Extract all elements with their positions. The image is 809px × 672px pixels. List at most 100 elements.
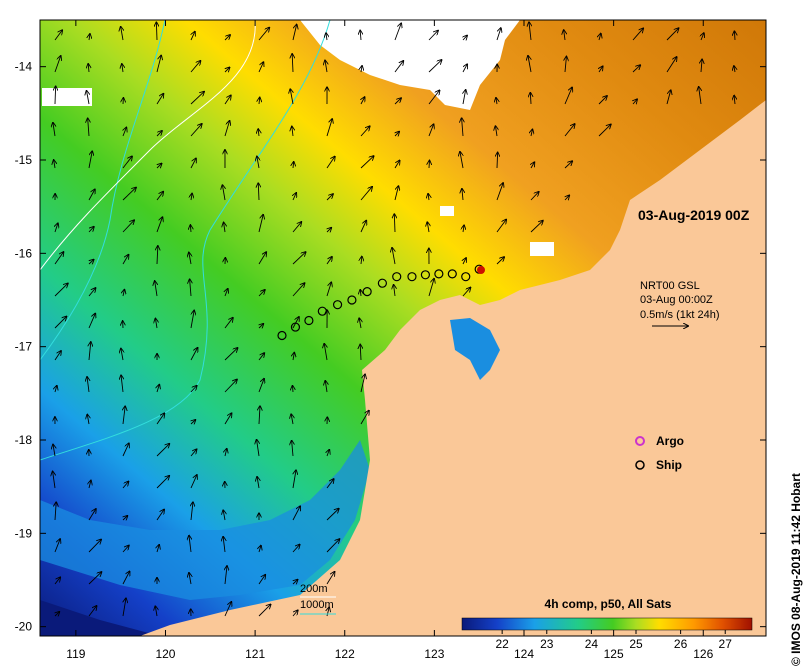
current-vector <box>460 152 463 169</box>
current-vector <box>326 509 339 521</box>
cold-water-deep <box>40 600 160 636</box>
current-vector <box>293 162 294 169</box>
y-tick-label: -20 <box>15 620 33 634</box>
y-tick-label: -16 <box>15 246 33 260</box>
current-legend-time: 03-Aug 00:00Z <box>640 294 713 306</box>
current-vector <box>190 311 194 329</box>
current-vector <box>258 129 259 137</box>
current-vector <box>191 194 192 201</box>
current-vector <box>258 604 271 617</box>
current-vector <box>428 194 429 201</box>
current-vector <box>89 481 91 489</box>
y-tick-label: -17 <box>15 340 33 354</box>
current-vector <box>326 33 327 41</box>
current-vector <box>258 215 263 233</box>
current-vector <box>54 160 55 169</box>
current-vector <box>598 124 611 137</box>
current-vector <box>701 33 704 41</box>
current-vector <box>290 89 293 105</box>
current-vector <box>89 260 94 264</box>
current-vector <box>190 449 197 457</box>
current-vector <box>530 221 543 233</box>
current-vector <box>428 90 440 105</box>
current-vector <box>190 348 198 361</box>
current-vector <box>395 132 399 136</box>
current-vector <box>157 545 159 553</box>
ship-position-marker <box>420 270 431 280</box>
current-vector <box>292 610 298 617</box>
current-vector <box>666 57 677 73</box>
symbol-legend: Argo Ship <box>635 434 684 472</box>
current-vector <box>87 91 89 105</box>
current-vector <box>324 344 327 361</box>
ship-position-marker <box>407 272 417 282</box>
current-vector <box>190 158 196 169</box>
current-vector <box>360 126 370 137</box>
current-vector <box>462 64 467 73</box>
contour-1000m <box>40 20 166 361</box>
current-vector <box>122 188 136 201</box>
x-tick-label: 119 <box>66 647 85 661</box>
current-vector <box>225 289 228 297</box>
current-vector <box>189 253 191 265</box>
current-vector <box>190 225 191 233</box>
current-vector <box>225 449 227 457</box>
current-vector <box>462 288 470 297</box>
current-vector <box>463 90 466 105</box>
credit-text: © IMOS 08-Aug-2019 11:42 Hobart <box>789 473 803 666</box>
current-vector <box>292 222 301 233</box>
king-sound <box>450 318 500 380</box>
current-vector <box>326 194 333 201</box>
current-vector <box>190 92 204 105</box>
ship-position-marker <box>277 330 287 341</box>
current-vector <box>189 536 191 553</box>
current-vector <box>564 124 575 137</box>
current-vector <box>259 98 260 105</box>
current-vector <box>564 87 572 105</box>
current-vector <box>223 510 225 521</box>
current-vector <box>156 413 164 425</box>
current-vector <box>666 90 671 105</box>
current-vector <box>292 283 305 297</box>
current-vector <box>224 602 231 617</box>
current-vector <box>428 60 442 73</box>
current-vector <box>156 192 163 201</box>
current-vector <box>89 34 90 41</box>
current-vector-field <box>53 22 735 616</box>
current-vector <box>326 572 335 585</box>
current-vector <box>394 23 401 41</box>
current-vector <box>292 506 300 521</box>
current-vector <box>463 36 467 40</box>
current-vector <box>191 32 195 41</box>
current-vector <box>190 386 197 393</box>
current-vector <box>530 93 531 105</box>
current-vector <box>88 288 96 297</box>
ship-position-marker <box>392 272 402 282</box>
current-vector <box>259 546 261 553</box>
ship-position-marker <box>447 269 457 279</box>
current-vector <box>599 34 601 41</box>
cloud-patch-west <box>42 88 92 106</box>
current-vector <box>123 290 124 297</box>
current-vector <box>87 377 89 393</box>
colorbar-tick-label: 24 <box>585 637 599 651</box>
colorbar-strip <box>461 617 753 631</box>
ship-label: Ship <box>656 458 682 472</box>
y-tick-label: -15 <box>15 153 33 167</box>
current-vector <box>122 546 129 553</box>
current-vector <box>292 386 293 393</box>
current-vector <box>121 349 123 361</box>
current-vector <box>327 228 331 232</box>
current-vector <box>326 119 332 137</box>
current-vector <box>156 131 162 137</box>
current-vector <box>88 606 97 617</box>
cloud-patch-small <box>440 206 454 216</box>
current-vector <box>360 221 366 233</box>
current-vector <box>155 319 157 329</box>
depth-label-200m: 200m <box>300 583 328 595</box>
current-vector <box>88 314 95 329</box>
current-vector <box>155 281 157 297</box>
current-vector <box>190 279 191 297</box>
current-vector <box>531 129 532 137</box>
